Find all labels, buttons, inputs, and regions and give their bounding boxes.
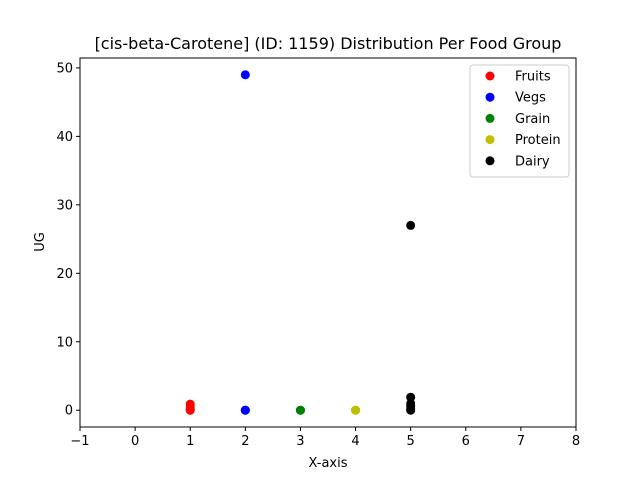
y-tick-label: 20 <box>56 267 73 282</box>
data-point-protein <box>351 405 361 415</box>
legend-label: Dairy <box>515 154 550 169</box>
legend-box <box>469 64 570 178</box>
data-point-vegs <box>240 405 250 415</box>
legend-label: Grain <box>515 112 550 127</box>
x-tick-label: 2 <box>241 434 249 449</box>
legend-marker <box>485 156 495 166</box>
legend-label: Fruits <box>515 70 551 85</box>
x-tick-label: 4 <box>351 434 359 449</box>
x-axis-label: X-axis <box>309 456 348 471</box>
x-tick-label: 5 <box>407 434 415 449</box>
data-point-dairy <box>406 405 416 415</box>
legend-marker <box>485 92 495 102</box>
legend: Fruits Vegs Grain Protein Dairy <box>469 64 570 178</box>
y-axis-ticks: 0 10 20 30 40 50 <box>56 61 80 419</box>
chart-title: [cis-beta-Carotene] (ID: 1159) Distribut… <box>95 34 562 53</box>
x-tick-label: 1 <box>186 434 194 449</box>
data-point-dairy <box>406 220 416 230</box>
legend-marker <box>485 71 495 81</box>
data-point-dairy <box>406 392 416 402</box>
data-point-vegs <box>240 70 250 80</box>
x-tick-label: 7 <box>517 434 525 449</box>
data-point-fruits <box>185 399 195 409</box>
legend-marker <box>485 135 495 145</box>
data-points <box>185 70 416 415</box>
y-axis-label: UG <box>33 232 48 252</box>
legend-label: Protein <box>515 133 561 148</box>
y-tick-label: 10 <box>56 335 73 350</box>
x-tick-label: 0 <box>131 434 139 449</box>
y-tick-label: 30 <box>56 198 73 213</box>
x-axis-ticks: −1 0 1 2 3 4 5 6 7 8 <box>70 427 580 449</box>
x-tick-label: 8 <box>572 434 580 449</box>
x-tick-label: −1 <box>70 434 89 449</box>
legend-marker <box>485 113 495 123</box>
legend-label: Vegs <box>515 91 546 106</box>
axes-frame <box>79 57 577 428</box>
y-tick-label: 50 <box>56 61 73 76</box>
x-tick-label: 6 <box>462 434 470 449</box>
data-point-grain <box>295 405 305 415</box>
y-tick-label: 0 <box>65 404 73 419</box>
x-tick-label: 3 <box>296 434 304 449</box>
y-tick-label: 40 <box>56 130 73 145</box>
